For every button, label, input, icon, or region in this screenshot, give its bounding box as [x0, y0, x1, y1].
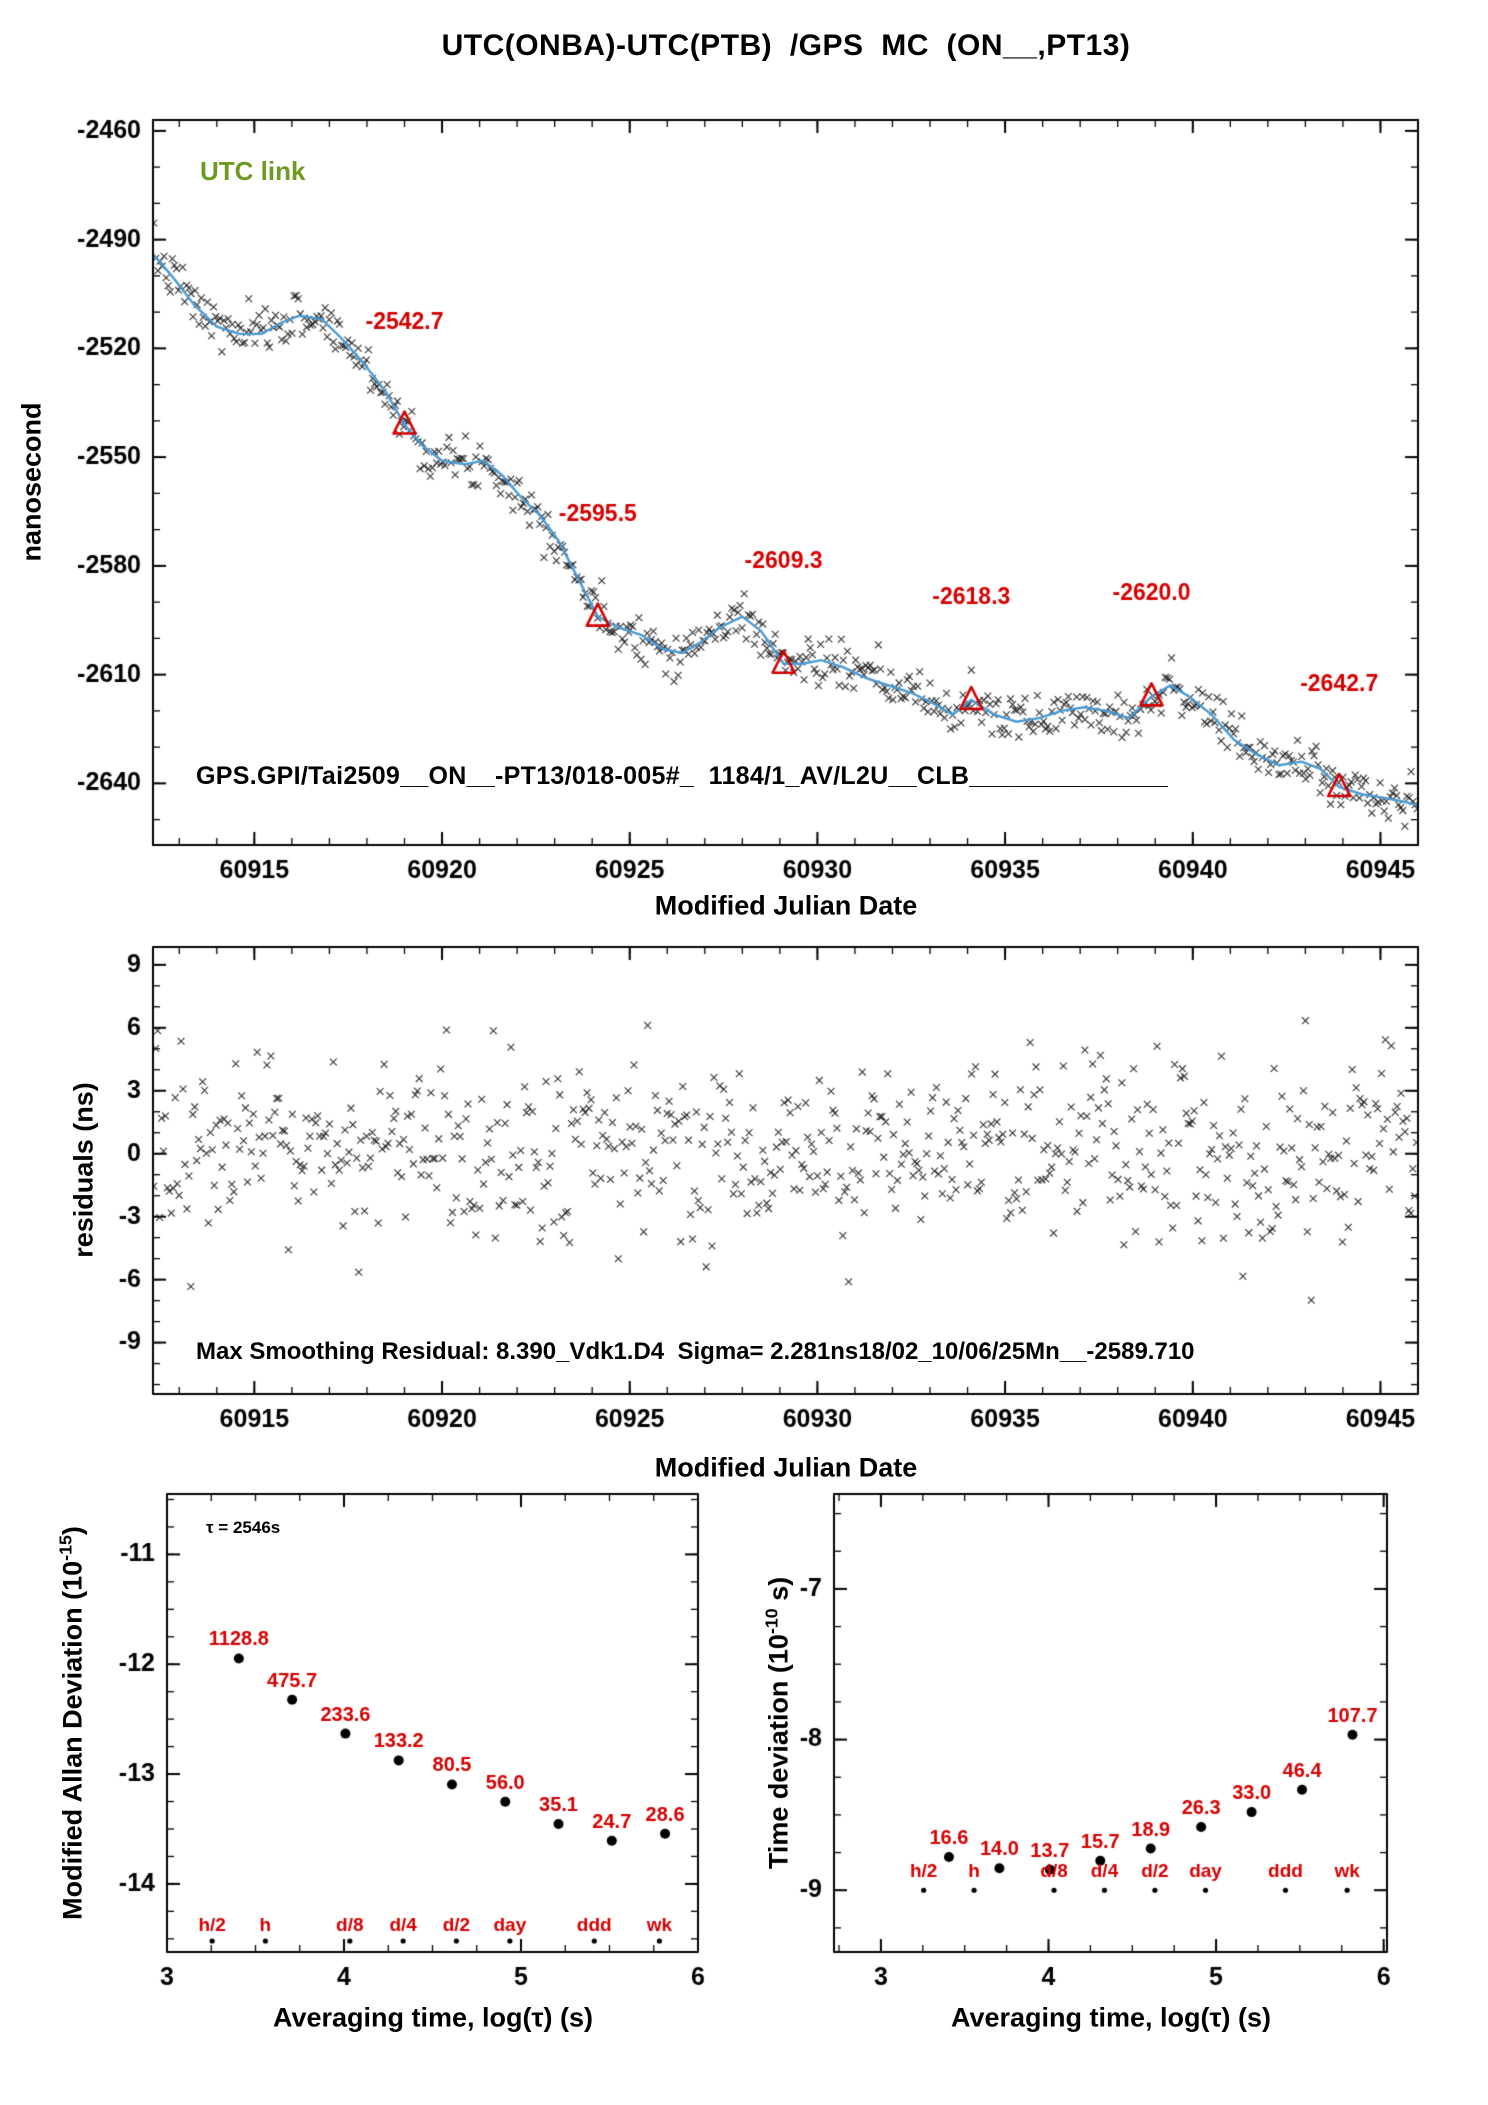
ylabel-tdev-chart: Time deviation (10-10 s)	[762, 1577, 795, 1869]
ylabel-residuals-chart: residuals (ns)	[68, 1082, 99, 1258]
utc-link-label: UTC link	[200, 156, 306, 186]
ylabel-tdev-exponent: -10	[761, 1608, 782, 1635]
dataset-label: GPS.GPI/Tai2509__ON__-PT13/018-005#_ 118…	[196, 762, 1169, 790]
tau-note-label: τ = 2546s	[206, 1518, 281, 1537]
xlabel-main-chart: Modified Julian Date	[654, 890, 918, 921]
page-title: UTC(ONBA)-UTC(PTB) /GPS MC (ON__,PT13)	[441, 29, 1131, 62]
xlabel-residuals-chart: Modified Julian Date	[654, 1452, 918, 1483]
smoothing-stats-label: Max Smoothing Residual: 8.390_Vdk1.D4 Si…	[196, 1338, 1195, 1365]
ylabel-main-chart: nanosecond	[16, 402, 47, 562]
ylabel-mdev-suffix: )	[57, 1526, 88, 1536]
ylabel-tdev-prefix: Time deviation (10	[763, 1634, 794, 1870]
ylabel-mdev-prefix: Modified Allan Deviation (10	[57, 1560, 88, 1920]
ylabel-mdev-chart: Modified Allan Deviation (10-15)	[56, 1526, 89, 1920]
xlabel-mdev-chart: Averaging time, log(τ) (s)	[272, 2002, 594, 2033]
xlabel-tdev-chart: Averaging time, log(τ) (s)	[950, 2002, 1272, 2033]
ylabel-mdev-exponent: -15	[55, 1535, 76, 1561]
ylabel-tdev-suffix: s)	[763, 1576, 794, 1609]
